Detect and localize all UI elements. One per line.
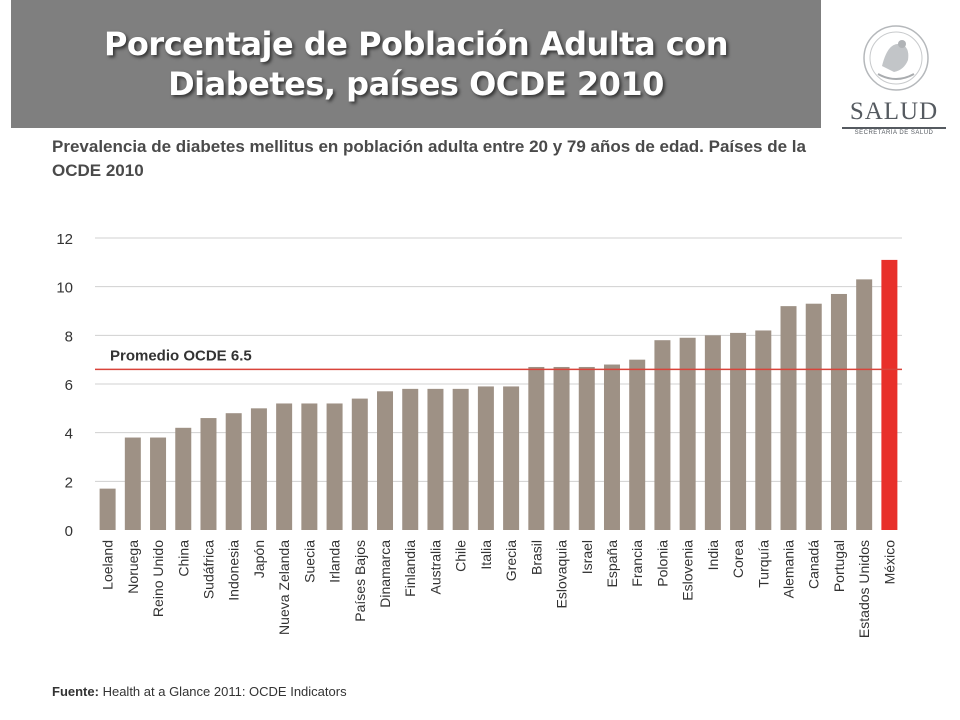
bar [704,335,721,530]
bar [250,408,267,530]
bar [881,259,898,530]
bar [503,386,520,530]
bar [856,279,873,530]
x-tick-label: Grecia [503,540,519,581]
x-tick-label: Corea [730,540,746,578]
bar-chart: 0 2 4 6 8 10 12 Loeland Noruega Reino Unido China S… [56,231,902,638]
x-tick-label: Italia [478,540,494,570]
slide-title-line-2: Diabetes, países OCDE 2010 [168,65,664,103]
x-tick-label: Francia [629,540,645,587]
bar [377,391,394,530]
y-tick-label: 8 [65,328,73,345]
x-tick-label: Eslovenia [680,540,696,601]
x-tick-label: Indonesia [226,540,242,601]
bar [830,293,847,530]
bar [175,427,192,530]
bar [528,366,545,530]
source-note: Fuente: Health at a Glance 2011: OCDE In… [52,684,347,699]
bar [477,386,494,530]
x-tick-label: Alemania [781,540,797,599]
x-tick-label: Canadá [806,540,822,589]
x-tick-label: Polonia [654,540,670,587]
logo-subtext: SECRETARÍA DE SALUD [854,130,934,136]
bar [755,330,772,530]
x-tick-label: China [175,540,191,577]
bar [124,437,141,530]
bar [629,359,646,530]
x-tick-label: Chile [453,540,469,572]
bar [452,388,469,530]
x-tick-label: Portugal [831,540,847,592]
logo-underline [842,127,946,129]
logo-wordmark: SALUD [849,98,939,125]
x-tick-label: Noruega [125,540,141,594]
x-tick-label: Australia [427,540,443,595]
x-tick-label: Eslovaquia [554,540,570,609]
x-tick-label: Brasil [528,540,544,575]
x-tick-label: Sudáfrica [200,540,216,599]
x-tick-label: Finlandia [402,540,418,597]
x-tick-label: Suecia [301,540,317,583]
x-tick-label: Países Bajos [352,540,368,622]
x-tick-label: India [705,540,721,571]
bar [780,306,797,530]
bar [578,366,595,530]
bar [200,418,217,530]
x-tick-label: Nueva Zelanda [276,540,292,635]
y-tick-label: 12 [56,231,73,248]
y-tick-label: 6 [65,377,73,394]
bar [603,364,620,530]
bar [150,437,167,530]
coat-of-arms-icon [863,25,929,91]
salud-logo: SALUD SECRETARÍA DE SALUD [838,14,950,138]
y-tick-label: 2 [65,474,73,491]
bar [276,403,293,530]
y-tick-label: 10 [56,280,73,297]
bar [679,337,696,530]
slide-title-box: Porcentaje de Población Adulta con Diabe… [11,0,821,128]
x-tick-label: Japón [251,540,267,578]
x-tick-label: Reino Unido [150,540,166,617]
x-tick-label: Israel [579,540,595,574]
bar [553,366,570,530]
x-tick-label: Estados Unidos [856,540,872,638]
bar [402,388,419,530]
bar [351,398,368,530]
x-tick-label: Loeland [100,540,116,590]
source-label: Fuente: [52,684,99,699]
bar [326,403,343,530]
bar [654,340,671,530]
bar [805,303,822,530]
y-tick-label: 0 [65,523,73,540]
source-text: Health at a Glance 2011: OCDE Indicators [102,684,347,699]
x-tick-label: España [604,540,620,588]
bar [427,388,444,530]
x-tick-label: Turquía [755,540,771,588]
chart-title: Prevalencia de diabetes mellitus en pobl… [52,137,806,180]
bar [99,488,116,530]
bar [225,413,242,530]
slide-title-line-1: Porcentaje de Población Adulta con [103,25,729,63]
average-label: Promedio OCDE 6.5 [110,347,252,364]
bar [730,332,747,530]
x-tick-label: Dinamarca [377,540,393,608]
bar [301,403,318,530]
y-tick-label: 4 [65,426,73,443]
x-tick-label: México [881,540,897,585]
x-tick-label: Irlanda [327,540,343,583]
